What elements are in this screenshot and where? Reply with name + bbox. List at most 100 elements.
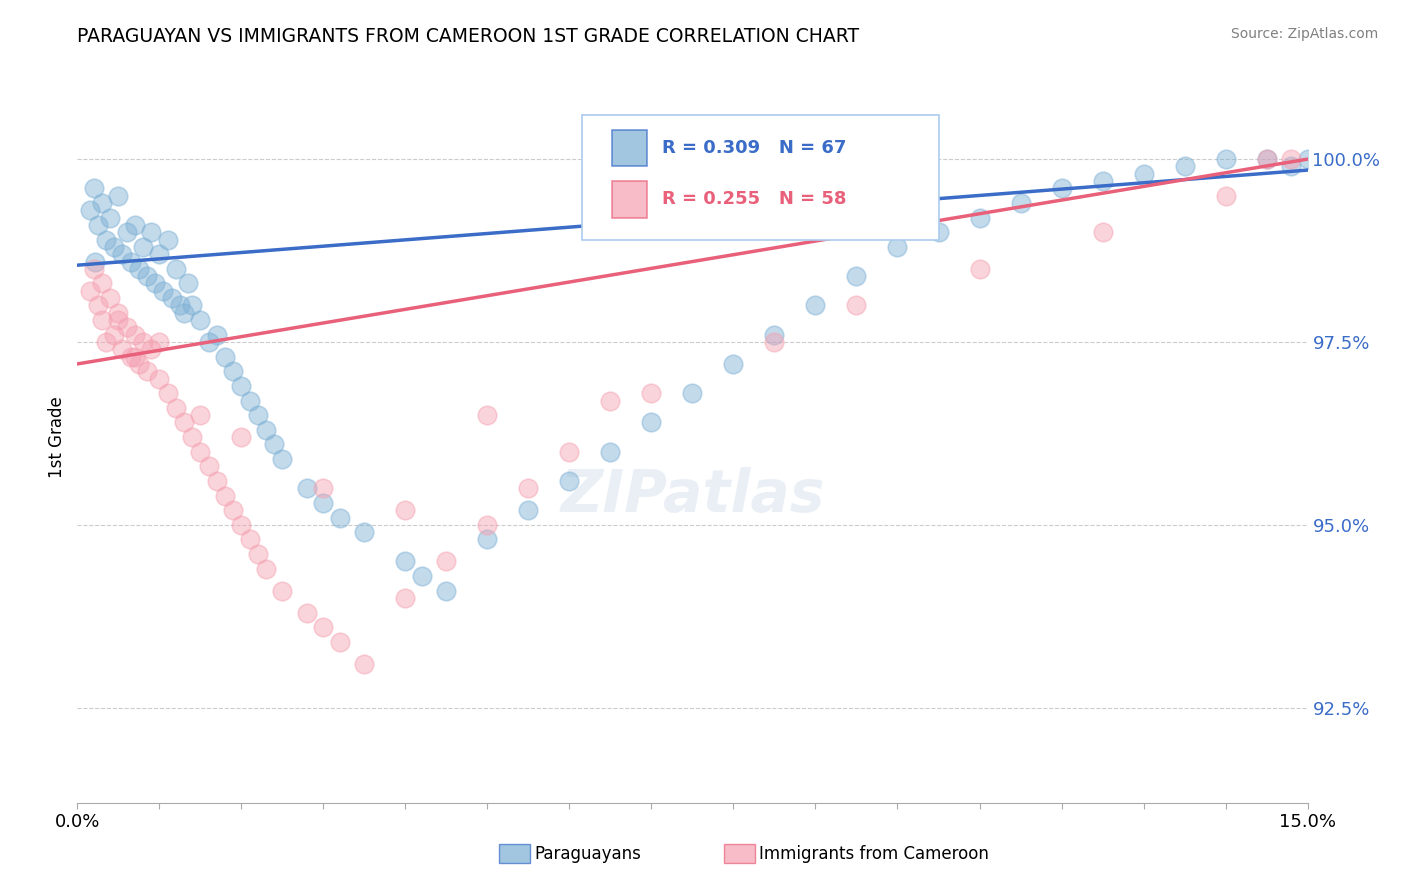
Point [1174, 160, 1197, 174]
Point [353, 525, 375, 540]
Point [98, 291, 121, 305]
Point [558, 474, 581, 488]
Point [128, 261, 150, 276]
Point [90, 196, 114, 211]
Point [115, 225, 138, 239]
Point [115, 320, 138, 334]
Point [312, 620, 335, 634]
Point [177, 277, 200, 291]
Point [1091, 225, 1114, 239]
Point [205, 474, 228, 488]
Point [477, 408, 499, 422]
Point [295, 481, 318, 495]
Point [1215, 152, 1237, 166]
Point [143, 277, 166, 291]
Point [477, 517, 499, 532]
Point [136, 364, 159, 378]
Point [87, 298, 110, 312]
Point [107, 306, 129, 320]
Point [165, 261, 187, 276]
Point [845, 298, 868, 312]
Point [329, 635, 352, 649]
Point [640, 416, 662, 430]
Point [120, 254, 142, 268]
Point [558, 444, 581, 458]
Point [763, 334, 786, 349]
Point [222, 503, 245, 517]
Y-axis label: 1st Grade: 1st Grade [48, 396, 66, 478]
Point [107, 188, 129, 202]
Point [353, 657, 375, 671]
Point [90, 277, 114, 291]
Point [148, 247, 170, 261]
Point [136, 269, 159, 284]
Point [263, 437, 285, 451]
Point [156, 233, 179, 247]
Point [128, 357, 150, 371]
Point [148, 371, 170, 385]
Point [1132, 167, 1154, 181]
Point [394, 591, 416, 605]
Point [111, 247, 134, 261]
Point [181, 430, 204, 444]
Point [928, 225, 950, 239]
Point [1256, 152, 1278, 166]
Point [763, 327, 786, 342]
Point [254, 562, 277, 576]
Text: R = 0.309   N = 67: R = 0.309 N = 67 [662, 139, 846, 157]
Point [173, 306, 195, 320]
Point [197, 459, 219, 474]
Point [156, 386, 179, 401]
Point [165, 401, 187, 415]
Point [160, 291, 183, 305]
Point [141, 343, 163, 357]
Point [246, 408, 269, 422]
Point [124, 350, 146, 364]
Point [394, 503, 416, 517]
Point [231, 517, 253, 532]
Point [517, 481, 540, 495]
Point [84, 254, 107, 268]
Point [969, 261, 991, 276]
Point [87, 218, 110, 232]
Point [231, 430, 253, 444]
Point [1091, 174, 1114, 188]
Point [197, 334, 219, 349]
Point [312, 496, 335, 510]
Point [723, 357, 745, 371]
Point [271, 452, 294, 467]
Bar [613, 130, 647, 167]
Point [214, 489, 236, 503]
Point [1256, 152, 1278, 166]
Text: R = 0.255   N = 58: R = 0.255 N = 58 [662, 190, 846, 209]
Point [94, 334, 117, 349]
Point [132, 240, 155, 254]
Point [436, 583, 458, 598]
Point [640, 386, 662, 401]
Point [969, 211, 991, 225]
Point [98, 211, 121, 225]
Point [222, 364, 245, 378]
Point [1279, 160, 1302, 174]
Point [239, 533, 262, 547]
Point [1010, 196, 1032, 211]
Point [120, 350, 142, 364]
Point [103, 327, 125, 342]
Point [295, 606, 318, 620]
Point [148, 334, 170, 349]
Point [169, 298, 191, 312]
Point [83, 261, 105, 276]
Point [517, 503, 540, 517]
Point [79, 284, 101, 298]
Point [124, 327, 146, 342]
Point [124, 218, 146, 232]
Point [312, 481, 335, 495]
Point [254, 423, 277, 437]
Point [205, 327, 228, 342]
Text: ZIPatlas: ZIPatlas [560, 467, 825, 524]
Point [682, 386, 704, 401]
Point [90, 313, 114, 327]
Point [141, 225, 163, 239]
Point [477, 533, 499, 547]
Point [188, 408, 212, 422]
